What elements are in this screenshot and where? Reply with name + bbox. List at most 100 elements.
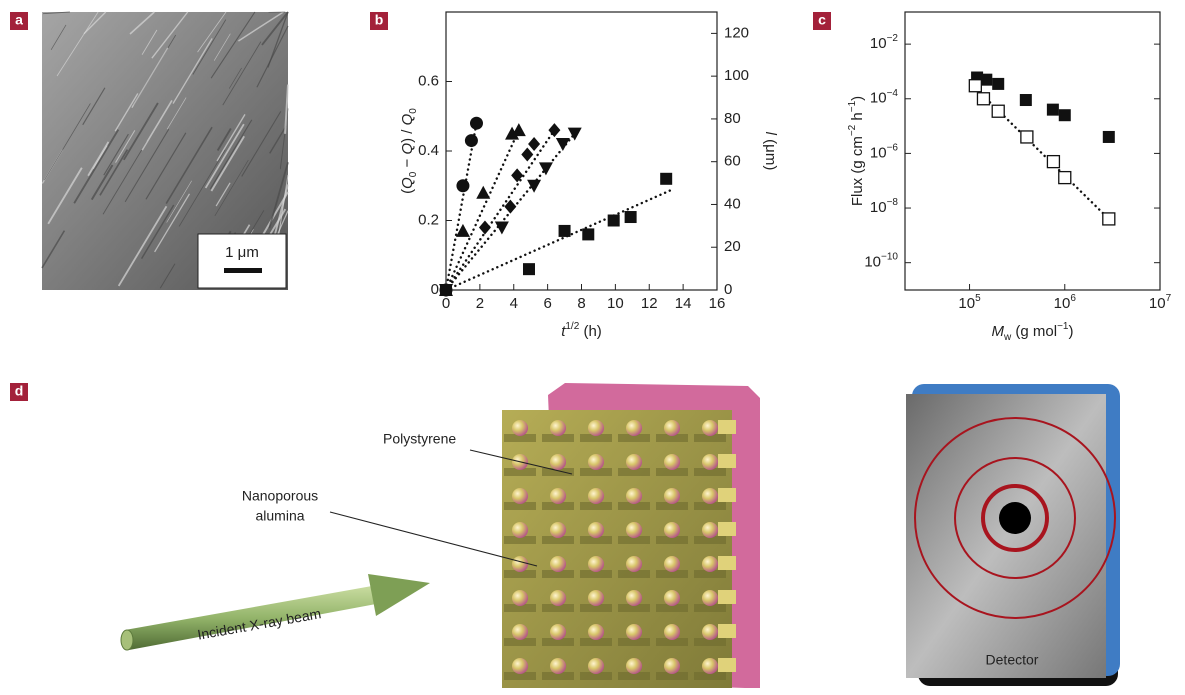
- pore-end: [718, 488, 736, 502]
- sphere: [512, 556, 528, 572]
- marker: [1020, 94, 1032, 106]
- sphere: [664, 420, 680, 436]
- detector-label: Detector: [986, 652, 1039, 668]
- label-part: Flux (g cm: [849, 136, 866, 206]
- marker: [977, 93, 989, 105]
- marker: [992, 78, 1004, 90]
- sphere: [702, 488, 718, 504]
- detector: [906, 384, 1120, 686]
- y2-tick-label: 20: [724, 238, 741, 255]
- marker: [992, 105, 1004, 117]
- sphere: [664, 454, 680, 470]
- fit-line: [446, 123, 476, 290]
- label-part: ): [1068, 323, 1073, 340]
- panel-label: c: [818, 12, 826, 28]
- sphere: [550, 420, 566, 436]
- marker: [521, 147, 533, 161]
- membrane: [502, 410, 736, 688]
- marker: [1103, 213, 1115, 225]
- sphere: [588, 454, 604, 470]
- marker: [527, 180, 541, 193]
- marker: [608, 215, 620, 227]
- x-tick-label: 2: [476, 295, 484, 312]
- sphere: [550, 590, 566, 606]
- y2-tick-label: 80: [724, 110, 741, 127]
- marker: [1047, 104, 1059, 116]
- x-tick-label: 0: [442, 295, 450, 312]
- y2-axis-label: l (μm): [762, 132, 779, 171]
- beam-head: [368, 574, 430, 616]
- scale-bar-label: 1 μm: [225, 244, 259, 261]
- sphere: [512, 420, 528, 436]
- marker: [523, 263, 535, 275]
- sphere: [702, 658, 718, 674]
- y-tick-label: 10−6: [870, 143, 899, 162]
- marker: [470, 117, 483, 130]
- marker: [625, 211, 637, 223]
- scale-bar: [224, 268, 262, 273]
- x-tick-label: 14: [675, 295, 692, 312]
- sphere: [550, 658, 566, 674]
- detector-face: [906, 394, 1106, 678]
- sphere: [702, 454, 718, 470]
- label-part: Q: [399, 177, 416, 189]
- sphere: [588, 658, 604, 674]
- sphere: [664, 488, 680, 504]
- label-part: ) /: [399, 125, 416, 143]
- label-part: 0: [408, 108, 419, 114]
- plot-frame: [446, 12, 717, 290]
- marker: [465, 134, 478, 147]
- sphere: [512, 590, 528, 606]
- sphere: [512, 488, 528, 504]
- y-axis-label: (Q0 − Q) / Q0: [399, 108, 419, 194]
- sphere: [702, 590, 718, 606]
- pore-end: [718, 658, 736, 672]
- sphere: [588, 590, 604, 606]
- x-tick-label: 16: [709, 295, 726, 312]
- sphere: [588, 420, 604, 436]
- y2-tick-label: 40: [724, 195, 741, 212]
- sphere: [702, 522, 718, 538]
- sphere: [626, 556, 642, 572]
- marker: [495, 221, 509, 234]
- pore-end: [718, 590, 736, 604]
- y2-tick-label: 60: [724, 153, 741, 170]
- label-part: M: [992, 323, 1005, 340]
- sphere: [626, 590, 642, 606]
- sphere: [702, 420, 718, 436]
- sphere: [550, 488, 566, 504]
- y-tick-label: 0.2: [418, 211, 439, 228]
- marker: [479, 220, 491, 234]
- marker: [456, 179, 469, 192]
- scale-bar-box: [198, 234, 286, 288]
- sphere: [664, 658, 680, 674]
- x-tick-label: 4: [510, 295, 518, 312]
- y-tick-label: 10−2: [870, 33, 899, 52]
- fit-line: [446, 134, 575, 290]
- label-part: −1: [847, 100, 858, 112]
- marker: [660, 173, 672, 185]
- alumina-label: alumina: [255, 508, 304, 524]
- marker: [1103, 131, 1115, 143]
- sphere: [702, 624, 718, 640]
- sphere: [588, 522, 604, 538]
- y-tick-label: 0: [431, 281, 439, 298]
- marker: [980, 74, 992, 86]
- label-part: (h): [579, 323, 602, 340]
- sphere: [626, 488, 642, 504]
- sphere: [664, 590, 680, 606]
- sphere: [626, 454, 642, 470]
- alumina-label: Nanoporous: [242, 488, 318, 504]
- panel-label: b: [375, 12, 384, 28]
- sphere: [702, 556, 718, 572]
- marker: [1059, 109, 1071, 121]
- marker: [512, 123, 526, 136]
- label-part: −2: [847, 124, 858, 136]
- marker: [528, 137, 540, 151]
- x-tick-label: 6: [543, 295, 551, 312]
- beam-stop: [999, 502, 1031, 534]
- panel-label: a: [15, 12, 23, 28]
- label-part: −: [399, 155, 416, 172]
- sphere: [512, 522, 528, 538]
- y-tick-label: 10−4: [870, 88, 899, 107]
